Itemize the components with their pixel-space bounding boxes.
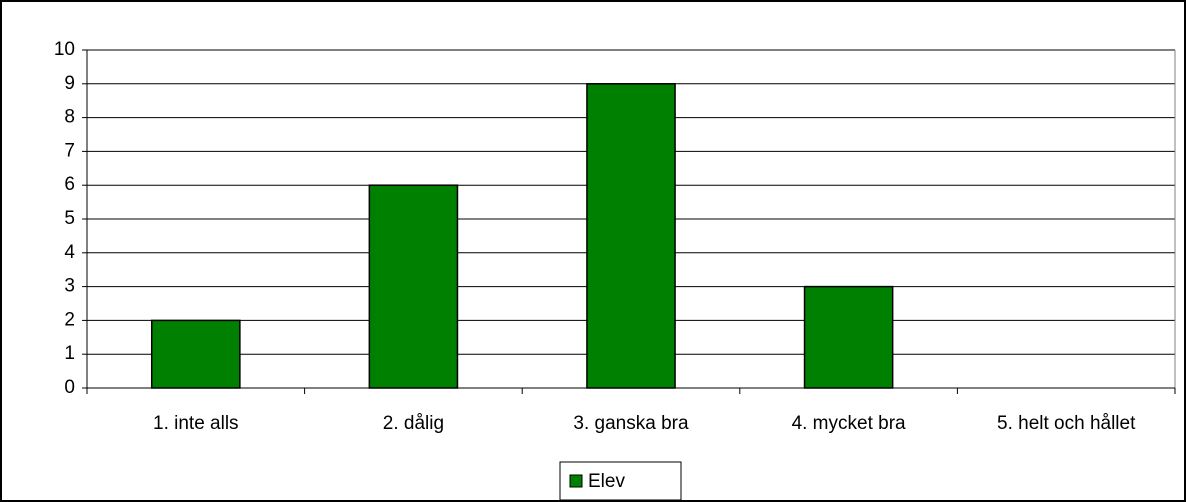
y-tick-label: 3 bbox=[64, 276, 75, 297]
y-tick-label: 2 bbox=[64, 309, 75, 330]
bar bbox=[150, 319, 241, 389]
x-tick-label: 2. dålig bbox=[383, 413, 444, 434]
x-tick-label: 1. inte alls bbox=[153, 413, 239, 434]
y-tick-label: 4 bbox=[64, 242, 75, 263]
y-tick-label: 1 bbox=[64, 343, 75, 364]
x-tick-label: 5. helt och hållet bbox=[997, 413, 1136, 434]
x-tick-label: 4. mycket bra bbox=[792, 413, 906, 434]
legend-label: Elev bbox=[588, 471, 625, 492]
bar bbox=[803, 285, 894, 389]
bar bbox=[586, 83, 676, 389]
y-tick-label: 9 bbox=[64, 73, 75, 94]
y-tick-label: 7 bbox=[64, 140, 75, 161]
legend-swatch bbox=[569, 474, 583, 488]
y-tick-label: 8 bbox=[64, 107, 75, 128]
y-tick-label: 10 bbox=[54, 39, 75, 60]
bar bbox=[368, 184, 459, 389]
x-tick-label: 3. ganska bra bbox=[573, 413, 689, 434]
y-tick-label: 0 bbox=[64, 377, 75, 398]
y-tick-label: 6 bbox=[64, 174, 75, 195]
y-tick-label: 5 bbox=[64, 208, 75, 229]
legend-box bbox=[559, 461, 682, 501]
